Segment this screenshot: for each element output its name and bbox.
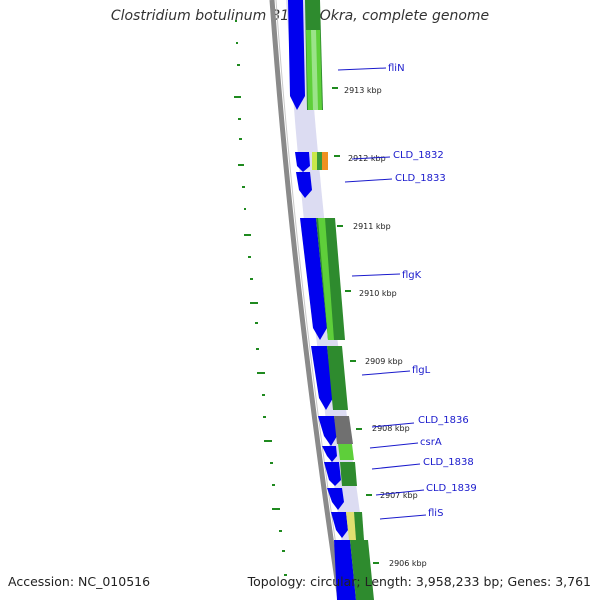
tick-mark	[334, 155, 340, 157]
accession-label: Accession: NC_010516	[8, 574, 151, 589]
gc-skew-dash	[263, 416, 266, 418]
cds-arrow	[322, 446, 337, 462]
gc-skew-dash	[257, 372, 265, 374]
gene-label: csrA	[420, 437, 442, 448]
gc-skew-dash	[255, 322, 258, 324]
feature-block	[317, 152, 322, 170]
tick-mark	[337, 225, 343, 227]
gc-skew-track	[234, 20, 287, 576]
gene-label: CLD_1836	[418, 415, 469, 426]
gc-skew-dash	[237, 64, 240, 66]
gc-skew-dash	[235, 20, 237, 22]
gene-label: CLD_1832	[393, 150, 444, 161]
gene-label: flgL	[412, 365, 431, 376]
feature-block	[311, 30, 318, 110]
gc-skew-dash	[250, 302, 258, 304]
feature-block	[312, 152, 317, 170]
genome-summary: Topology: circular; Length: 3,958,233 bp…	[247, 574, 591, 589]
feature-blocks	[305, 0, 374, 600]
feature-block	[350, 540, 374, 600]
gc-skew-dash	[236, 42, 238, 44]
tick-label: 2908 kbp	[372, 424, 410, 433]
gc-skew-dash	[238, 118, 241, 120]
gene-label: flgK	[402, 270, 422, 281]
leader-line	[379, 514, 427, 520]
tick-mark	[356, 428, 362, 430]
leader-line	[375, 489, 425, 496]
gc-skew-dash	[234, 96, 241, 98]
cds-arrows	[288, 0, 356, 600]
gc-skew-dash	[244, 234, 251, 236]
gc-skew-dash	[248, 256, 251, 258]
cds-arrow	[324, 462, 341, 486]
feature-block	[334, 416, 353, 444]
leader-line	[337, 67, 387, 71]
gc-skew-dash	[239, 138, 242, 140]
gene-label: fliS	[428, 508, 443, 519]
leader-line	[361, 370, 411, 376]
gc-skew-dash	[282, 550, 285, 552]
feature-block	[346, 512, 357, 540]
gc-skew-dash	[272, 508, 280, 510]
gene-label: CLD_1838	[423, 457, 474, 468]
gc-skew-dash	[242, 186, 245, 188]
tick-label: 2911 kbp	[353, 222, 391, 231]
tick-mark	[345, 290, 351, 292]
gc-skew-dash	[279, 530, 282, 532]
leader-line	[371, 422, 415, 428]
cds-arrow	[311, 346, 333, 410]
cds-arrow	[296, 172, 312, 198]
leader-line	[371, 463, 421, 470]
gc-skew-dash	[238, 164, 244, 166]
gc-skew-dash	[284, 574, 287, 576]
tick-mark	[350, 360, 356, 362]
cds-arrow	[288, 0, 305, 110]
tick-label: 2907 kbp	[380, 491, 418, 500]
gc-skew-dash	[244, 208, 246, 210]
cds-arrow	[295, 152, 310, 172]
gene-leaders	[337, 67, 427, 520]
backbone-ring-inner	[275, 0, 345, 600]
tick-label: 2906 kbp	[389, 559, 427, 568]
cds-arrow	[327, 488, 344, 510]
backbone-ring	[269, 0, 343, 600]
tick-label: 2910 kbp	[359, 289, 397, 298]
feature-block	[318, 218, 334, 340]
gc-skew-dash	[262, 394, 265, 396]
tick-mark	[373, 562, 379, 564]
gc-skew-dash	[272, 484, 275, 486]
tick-label: 2909 kbp	[365, 357, 403, 366]
feature-block	[354, 512, 364, 540]
feature-block	[340, 462, 357, 486]
leader-line	[369, 442, 419, 449]
tick-mark	[332, 87, 338, 89]
leader-line	[351, 273, 401, 277]
gene-labels: fliN CLD_1832 CLD_1833 flgK flgL CLD_183…	[388, 63, 477, 519]
gc-skew-dash	[250, 278, 253, 280]
feature-block	[338, 444, 354, 460]
gc-skew-dash	[264, 440, 272, 442]
feature-block	[322, 152, 328, 170]
gene-label: fliN	[388, 63, 405, 74]
gc-skew-dash	[270, 462, 273, 464]
cds-arrow	[318, 416, 337, 446]
cds-arrow	[334, 540, 356, 600]
cds-arrow	[300, 218, 327, 340]
gene-label: CLD_1833	[395, 173, 446, 184]
gc-skew-dash	[256, 348, 259, 350]
tick-mark	[366, 494, 372, 496]
leader-line	[351, 156, 391, 160]
cds-arrow	[331, 512, 348, 538]
tick-label: 2913 kbp	[344, 86, 382, 95]
feature-block	[327, 346, 348, 410]
gene-label: CLD_1839	[426, 483, 477, 494]
leader-line	[344, 178, 393, 183]
